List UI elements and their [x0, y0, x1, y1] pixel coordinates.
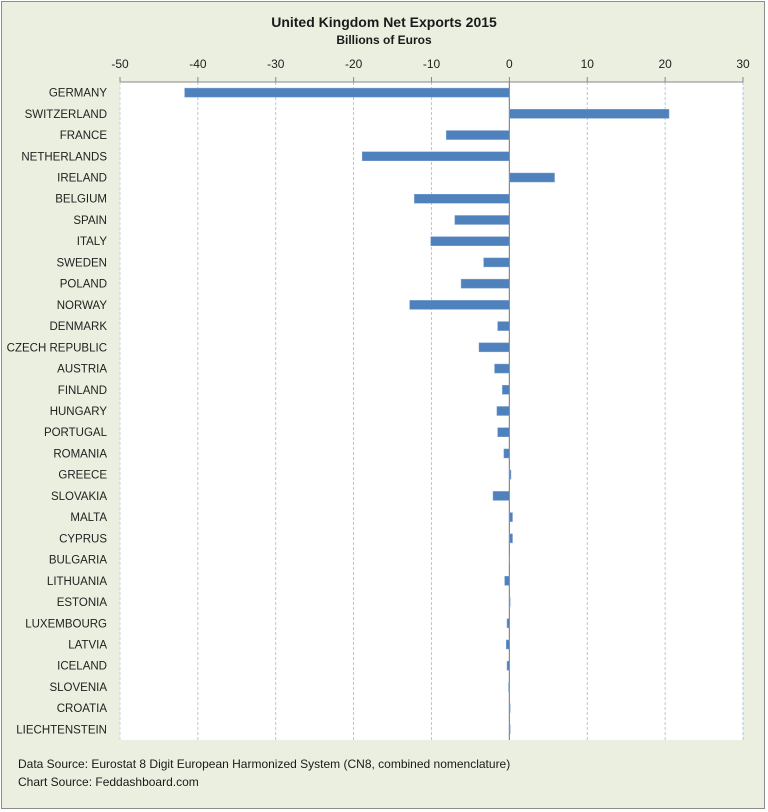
plot-area: [120, 82, 743, 740]
category-label: ROMANIA: [53, 448, 107, 460]
category-label: FRANCE: [60, 130, 108, 142]
category-label: SPAIN: [73, 215, 107, 227]
bar-latvia: [506, 639, 510, 650]
bar-switzerland: [509, 109, 670, 119]
bar-denmark: [497, 321, 510, 331]
category-label: SLOVENIA: [49, 682, 107, 694]
bar-poland: [460, 278, 510, 289]
category-label: BELGIUM: [55, 194, 107, 206]
category-label: NORWAY: [57, 300, 108, 312]
x-tick-label: -20: [345, 57, 363, 71]
bar-hungary: [496, 406, 510, 416]
data-source-note: Data Source: Eurostat 8 Digit European H…: [18, 757, 511, 771]
x-tick-label: 10: [581, 57, 595, 71]
category-label: MALTA: [70, 512, 107, 524]
bar-germany: [184, 87, 510, 98]
bar-slovakia: [492, 491, 510, 501]
bar-spain: [454, 215, 510, 225]
category-label: ESTONIA: [57, 597, 108, 609]
bar-luxembourg: [506, 618, 510, 629]
bar-netherlands: [361, 151, 510, 162]
bar-malta: [509, 512, 513, 522]
x-tick-label: 0: [506, 57, 513, 71]
category-label: CYPRUS: [59, 533, 107, 545]
bar-lithuania: [504, 576, 510, 586]
chart-title: United Kingdom Net Exports 2015: [271, 14, 497, 30]
bar-belgium: [414, 193, 510, 204]
bar-france: [446, 130, 510, 140]
category-label: CROATIA: [57, 703, 108, 715]
category-label: ITALY: [77, 236, 108, 248]
bar-norway: [409, 300, 510, 310]
category-label: SLOVAKIA: [51, 491, 107, 503]
category-label: NETHERLANDS: [21, 151, 107, 163]
category-label: CZECH REPUBLIC: [7, 342, 107, 354]
x-tick-label: 30: [736, 57, 750, 71]
category-label: IRELAND: [57, 173, 107, 185]
category-label: SWITZERLAND: [25, 109, 107, 121]
category-label: HUNGARY: [50, 406, 108, 418]
bar-finland: [502, 385, 510, 395]
category-label: POLAND: [60, 279, 107, 291]
chart-source-note: Chart Source: Feddashboard.com: [18, 775, 199, 789]
category-label: GREECE: [58, 470, 107, 482]
bar-portugal: [497, 427, 510, 437]
category-label: FINLAND: [58, 385, 107, 397]
bar-czech-republic: [478, 342, 510, 353]
bar-austria: [494, 363, 510, 374]
bar-romania: [503, 448, 510, 459]
bar-sweden: [483, 257, 510, 268]
category-label: PORTUGAL: [44, 427, 108, 439]
bar-italy: [430, 236, 510, 246]
category-label: BULGARIA: [49, 555, 107, 567]
category-label: GERMANY: [49, 88, 107, 100]
category-label: LUXEMBOURG: [25, 618, 107, 630]
x-tick-label: -40: [189, 57, 207, 71]
category-label: LIECHTENSTEIN: [16, 724, 107, 736]
chart-subtitle: Billions of Euros: [336, 33, 432, 47]
category-label: DENMARK: [49, 321, 107, 333]
bar-cyprus: [509, 533, 513, 544]
category-label: AUSTRIA: [57, 364, 107, 376]
category-label: LITHUANIA: [47, 576, 107, 588]
x-tick-label: 20: [658, 57, 672, 71]
bar-greece: [509, 469, 512, 480]
x-tick-label: -30: [267, 57, 285, 71]
category-label: LATVIA: [68, 639, 107, 651]
bar-iceland: [506, 660, 510, 671]
bar-ireland: [509, 172, 555, 183]
bar-slovenia: [508, 682, 510, 692]
bar-estonia: [509, 597, 511, 607]
category-label: SWEDEN: [57, 257, 107, 269]
category-label: ICELAND: [57, 661, 107, 673]
x-tick-label: -50: [111, 57, 129, 71]
bar-croatia: [509, 703, 511, 713]
bar-liechtenstein: [509, 724, 511, 735]
x-tick-label: -10: [423, 57, 441, 71]
